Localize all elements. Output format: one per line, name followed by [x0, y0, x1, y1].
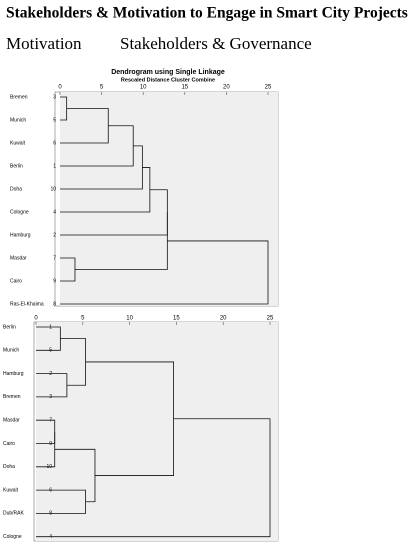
leaf-label: Cairo [3, 441, 15, 447]
x-tick-label: 25 [267, 316, 274, 322]
dendrogram-link [36, 418, 271, 538]
leaf-label: Masdar [3, 418, 20, 424]
case-number: 2 [53, 232, 56, 238]
leaf-label: Cologne [3, 534, 22, 540]
case-number: 5 [53, 117, 56, 123]
leaf-label: Bremen [3, 394, 21, 400]
leaf-label: Kuwait [3, 487, 19, 493]
case-number: 6 [53, 140, 56, 146]
leaf-label: Hamburg [3, 371, 24, 377]
plot-area [60, 92, 278, 306]
leaf-label: Masdar [10, 255, 27, 261]
case-number: 9 [53, 278, 56, 284]
case-number: 7 [53, 255, 56, 261]
x-tick-label: 15 [181, 85, 188, 91]
leaf-label: Doha [3, 464, 15, 470]
page-title: Stakeholders & Motivation to Engage in S… [6, 5, 408, 22]
leaf-label: Cairo [10, 278, 22, 284]
chart-title: Dendrogram using Single Linkage [111, 69, 225, 76]
x-tick-label: 15 [173, 316, 180, 322]
heading: Stakeholders & Governance [120, 34, 312, 53]
x-tick-label: 20 [220, 316, 227, 322]
heading: Motivation [6, 34, 82, 53]
x-tick-label: 25 [265, 85, 272, 91]
case-number: 4 [53, 209, 56, 215]
leaf-label: Kuwait [10, 140, 26, 146]
leaf-label: Bremen [10, 94, 28, 100]
x-tick-label: 10 [126, 316, 133, 322]
x-tick-label: 0 [58, 85, 62, 91]
leaf-label: Berlin [10, 163, 23, 169]
dendrogram-link [60, 240, 269, 305]
case-number: 10 [50, 186, 56, 192]
leaf-label: Dub/RAK [3, 511, 25, 517]
dendrogram-link [36, 431, 56, 468]
x-tick-label: 20 [223, 85, 230, 91]
case-number: 1 [53, 163, 56, 169]
x-tick-label: 10 [140, 85, 147, 91]
leaf-label: Ras-El-Khaima [10, 301, 44, 307]
leaf-label: Munich [10, 117, 26, 123]
leaf-label: Doha [10, 186, 22, 192]
x-tick-label: 5 [81, 316, 85, 322]
chart-subtitle: Rescaled Distance Cluster Combine [121, 77, 215, 83]
leaf-label: Berlin [3, 324, 16, 330]
plot-area [36, 322, 278, 541]
x-tick-label: 5 [100, 85, 104, 91]
leaf-label: Cologne [10, 209, 29, 215]
case-number: 8 [53, 301, 56, 307]
case-number: 3 [53, 94, 56, 100]
leaf-label: Hamburg [10, 232, 31, 238]
leaf-label: Munich [3, 348, 19, 354]
x-tick-label: 0 [34, 316, 38, 322]
dendrogram-link [74, 212, 168, 270]
